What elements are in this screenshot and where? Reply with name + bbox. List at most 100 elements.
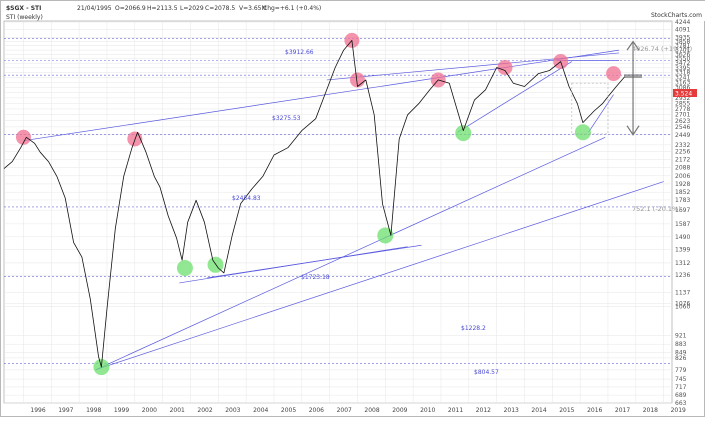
y-tick-label: 2932 — [675, 95, 690, 102]
target-downside-label: 752.1 (-20.1%) — [632, 205, 681, 213]
y-tick-label: 2855 — [675, 100, 690, 107]
y-tick-label: 3626 — [675, 51, 690, 58]
y-tick-label: 3472 — [675, 60, 690, 67]
level-label-3912: $3912.66 — [285, 49, 314, 56]
y-tick-label: 2332 — [675, 142, 690, 149]
y-tick-label: 4091 — [675, 27, 690, 34]
target-upside-label: 4026.74 (+19.1%) — [632, 45, 692, 53]
trendline — [23, 49, 620, 142]
y-tick-label: 1587 — [675, 221, 690, 228]
y-tick-label: 826 — [675, 355, 687, 362]
y-tick-label: 2778 — [675, 106, 690, 113]
x-tick-label: 2008 — [364, 407, 379, 414]
x-tick-label: 2009 — [392, 407, 407, 414]
peak-marker — [15, 129, 31, 145]
y-tick-label: 2172 — [675, 156, 690, 163]
y-tick-label: 2546 — [675, 124, 690, 131]
quote-date: 21/04/1995 — [77, 5, 112, 12]
level-label-1228: $1228.2 — [461, 325, 486, 332]
legend-series-label: STI (weekly) — [6, 14, 43, 21]
level-label-3275: $3275.53 — [272, 115, 301, 122]
y-tick-label: 3701 — [675, 47, 690, 54]
trough-marker — [377, 227, 394, 244]
x-tick-label: 2000 — [142, 407, 157, 414]
y-tick-label: 3395 — [675, 65, 690, 72]
last-value-tag — [673, 89, 697, 97]
y-tick-label: 1783 — [675, 197, 690, 204]
y-tick-label: 3550 — [675, 56, 690, 63]
x-tick-label: 1999 — [114, 407, 129, 414]
target-arrow-head-up — [626, 40, 640, 51]
trendline — [207, 244, 422, 279]
quote-change: Chg=+6.1 (+0.4%) — [263, 5, 321, 12]
x-tick-label: 2004 — [253, 407, 268, 414]
price-target-arrow — [571, 40, 643, 136]
chart-symbol: $SGX - STI — [6, 5, 41, 12]
quote-volume: V=3.65M — [239, 5, 267, 12]
current-price-box — [624, 74, 643, 79]
trendline — [326, 52, 620, 81]
last-value-text: 3.524 — [675, 91, 692, 98]
level-label-804: $804.57 — [474, 369, 499, 376]
header-bar — [1, 1, 705, 21]
target-arrow-head-down — [626, 125, 640, 136]
trendlines — [23, 49, 664, 370]
y-tick-label: 1236 — [675, 272, 690, 279]
x-tick-label: 2018 — [643, 407, 658, 414]
y-tick-label: 3858 — [675, 39, 690, 46]
x-axis: 1996 1997 1998 1999 2000 2001 2002 2003 2004 2005… — [30, 407, 686, 414]
y-tick-label: 1852 — [675, 189, 690, 196]
x-tick-label: 2015 — [559, 407, 574, 414]
consolidation-box — [571, 82, 609, 135]
y-tick-label: 3318 — [675, 70, 690, 77]
y-tick-label: 2006 — [675, 173, 690, 180]
x-tick-label: 2005 — [281, 407, 296, 414]
y-tick-label: 883 — [675, 341, 687, 348]
y-tick-label: 1697 — [675, 207, 690, 214]
x-tick-label: 1996 — [30, 407, 45, 414]
y-tick-label: 1137 — [675, 289, 690, 296]
x-tick-label: 2003 — [225, 407, 240, 414]
quote-close: C=2078.5 — [205, 5, 235, 12]
peak-marker — [497, 60, 513, 76]
grid — [4, 21, 672, 404]
y-tick-label: 921 — [675, 333, 687, 340]
x-tick-label: 2006 — [309, 407, 324, 414]
x-tick-label: 2016 — [587, 407, 602, 414]
y-tick-label: 745 — [675, 376, 687, 383]
x-tick-label: 2010 — [420, 407, 435, 414]
level-label-1723: $1723.18 — [301, 274, 330, 281]
price-series-line — [3, 40, 626, 368]
y-tick-label: 1060 — [675, 304, 690, 311]
quote-high: H=2113.5 — [147, 5, 178, 12]
x-tick-label: 2002 — [197, 407, 212, 414]
y-tick-label: 3163 — [675, 79, 690, 86]
y-tick-label: 717 — [675, 384, 687, 391]
y-tick-label: 4244 — [675, 19, 690, 26]
trough-marker — [455, 125, 472, 142]
y-tick-label: 1490 — [675, 234, 690, 241]
y-tick-label: 849 — [675, 349, 687, 356]
y-tick-label: 2256 — [675, 149, 690, 156]
x-tick-label: 1998 — [86, 407, 101, 414]
trendline — [95, 136, 606, 370]
watermark-logo: StockCharts.com — [651, 12, 702, 19]
x-tick-label: 1997 — [58, 407, 73, 414]
trendline — [588, 94, 614, 133]
quote-open: O=2066.9 — [115, 5, 146, 12]
y-tick-label: 2449 — [675, 132, 690, 139]
quote-low: L=2029 — [180, 5, 204, 12]
x-tick-label: 2011 — [448, 407, 463, 414]
y-tick-label: 2701 — [675, 112, 690, 119]
trendline — [457, 61, 572, 133]
x-tick-label: 2017 — [615, 407, 630, 414]
y-tick-label: 2088 — [675, 165, 690, 172]
y-tick-label: 2623 — [675, 118, 690, 125]
peak-marker — [606, 66, 622, 82]
y-tick-label: 3086 — [675, 84, 690, 91]
x-tick-label: 2007 — [337, 407, 352, 414]
y-tick-label: 1312 — [675, 260, 690, 267]
